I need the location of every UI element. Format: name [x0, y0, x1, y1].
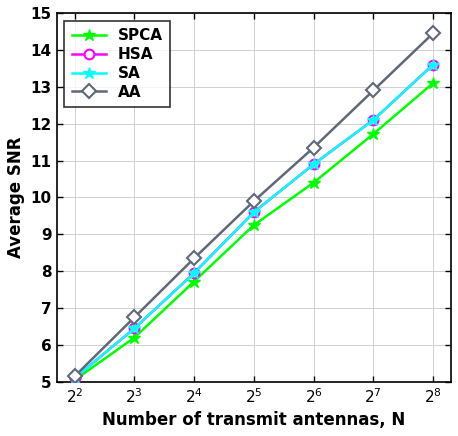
AA — [371, 88, 376, 93]
SA — [311, 162, 316, 167]
HSA — [72, 376, 77, 381]
HSA — [191, 270, 197, 276]
AA — [72, 374, 77, 379]
Legend: SPCA, HSA, SA, AA: SPCA, HSA, SA, AA — [64, 20, 170, 107]
X-axis label: Number of transmit antennas, N: Number of transmit antennas, N — [102, 411, 405, 429]
SA — [251, 210, 256, 215]
Line: SA: SA — [68, 58, 439, 385]
SPCA — [251, 222, 256, 228]
SPCA — [311, 180, 316, 185]
AA — [431, 31, 436, 36]
SA — [191, 270, 197, 276]
SPCA — [371, 131, 376, 136]
AA — [311, 145, 316, 150]
SPCA — [72, 378, 77, 383]
HSA — [371, 117, 376, 123]
HSA — [431, 62, 436, 67]
SPCA — [131, 335, 137, 340]
AA — [131, 315, 137, 320]
SA — [431, 62, 436, 67]
AA — [191, 255, 197, 261]
SPCA — [191, 279, 197, 284]
Y-axis label: Average SNR: Average SNR — [7, 137, 25, 258]
HSA — [251, 210, 256, 215]
Line: AA: AA — [70, 28, 438, 381]
SA — [131, 326, 137, 331]
HSA — [311, 162, 316, 167]
Line: SPCA: SPCA — [68, 77, 439, 386]
SPCA — [431, 80, 436, 85]
SA — [72, 376, 77, 381]
AA — [251, 198, 256, 204]
SA — [371, 117, 376, 123]
HSA — [131, 326, 137, 331]
Line: HSA: HSA — [70, 60, 438, 383]
